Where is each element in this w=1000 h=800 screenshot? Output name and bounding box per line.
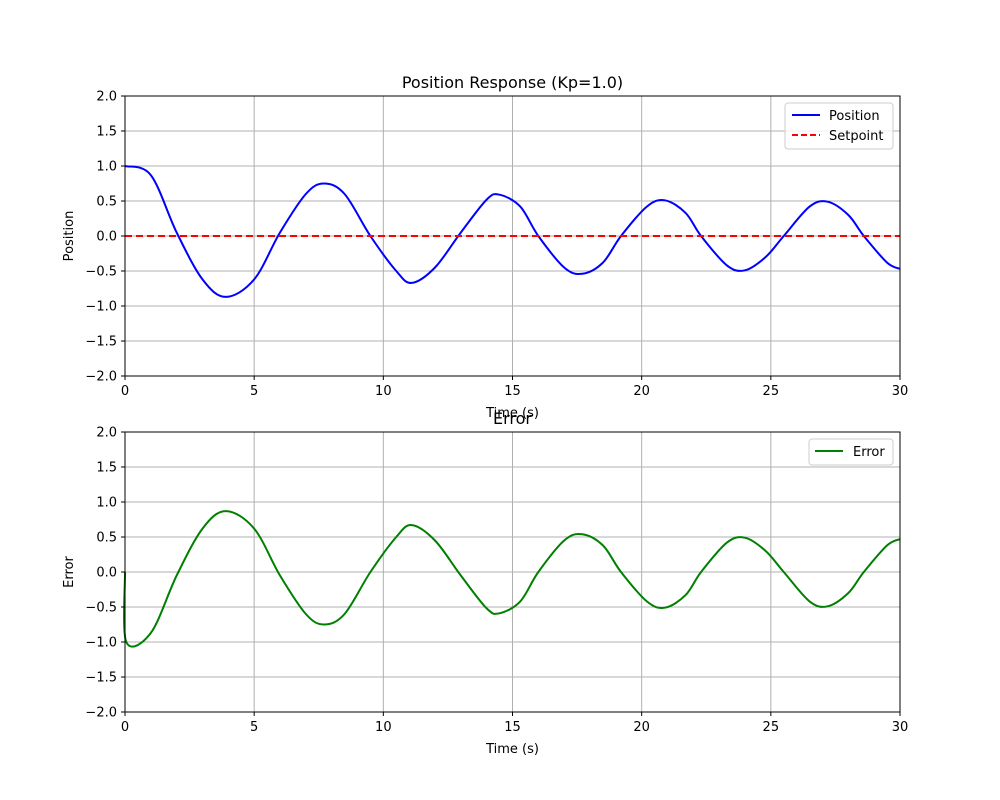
x-tick-label: 10 [375, 720, 392, 735]
legend: Error [808, 438, 894, 466]
y-axis-label: Position [62, 211, 77, 262]
y-tick-label: 0.0 [96, 566, 117, 581]
x-tick-label: 20 [633, 384, 650, 399]
y-tick-label: 0.0 [96, 230, 117, 245]
x-tick-label: 5 [250, 384, 258, 399]
x-tick-label: 15 [504, 720, 521, 735]
y-tick-label: 1.5 [96, 125, 117, 140]
y-tick-label: −1.5 [85, 671, 117, 686]
y-tick-label: −2.0 [85, 370, 117, 385]
y-tick-label: −0.5 [85, 265, 117, 280]
x-tick-label: 30 [892, 384, 909, 399]
y-tick-label: 1.0 [96, 160, 117, 175]
y-tick-label: −0.5 [85, 601, 117, 616]
ticks: 0 5 10 15 20 25 30 2.0 1.5 1.0 0.5 0.0 −0.5 −1.0 −1.5 −… [85, 426, 908, 736]
chart-title: Position Response (Kp=1.0) [402, 73, 623, 92]
x-tick-label: 25 [763, 384, 780, 399]
x-axis-label: Time (s) [485, 406, 539, 421]
x-tick-label: 20 [633, 720, 650, 735]
x-tick-label: 0 [121, 720, 129, 735]
x-tick-label: 10 [375, 384, 392, 399]
x-tick-label: 25 [763, 720, 780, 735]
legend: Position Setpoint [784, 102, 894, 150]
legend-box [808, 438, 894, 466]
legend-label-position: Position [829, 109, 880, 124]
y-tick-label: 0.5 [96, 195, 117, 210]
legend-label-setpoint: Setpoint [829, 129, 884, 144]
y-tick-label: 2.0 [96, 426, 117, 441]
series-layer [124, 165, 901, 298]
y-tick-label: −1.0 [85, 636, 117, 651]
x-tick-label: 30 [892, 720, 909, 735]
x-tick-label: 15 [504, 384, 521, 399]
ticks: 0 5 10 15 20 25 30 2.0 1.5 1.0 0.5 0.0 −0.5 −1.0 −1.5 −… [85, 90, 908, 400]
error-panel: 0 5 10 15 20 25 30 2.0 1.5 1.0 0.5 0.0 −0.5 −1.0 −1.5 −… [62, 409, 908, 757]
position-panel: 0 5 10 15 20 25 30 2.0 1.5 1.0 0.5 0.0 −0.5 −1.0 −1.5 −… [62, 73, 908, 421]
x-tick-label: 0 [121, 384, 129, 399]
y-tick-label: −2.0 [85, 706, 117, 721]
y-tick-label: 1.0 [96, 496, 117, 511]
y-tick-label: 1.5 [96, 461, 117, 476]
y-axis-label: Error [62, 556, 77, 588]
y-tick-label: −1.0 [85, 300, 117, 315]
y-tick-label: 0.5 [96, 531, 117, 546]
legend-label-error: Error [853, 445, 885, 460]
series-line-error [123, 510, 901, 648]
series-layer [123, 510, 901, 648]
x-axis-label: Time (s) [485, 742, 539, 757]
y-tick-label: −1.5 [85, 335, 117, 350]
chart-title: Error [493, 409, 532, 428]
y-tick-label: 2.0 [96, 90, 117, 105]
x-tick-label: 5 [250, 720, 258, 735]
